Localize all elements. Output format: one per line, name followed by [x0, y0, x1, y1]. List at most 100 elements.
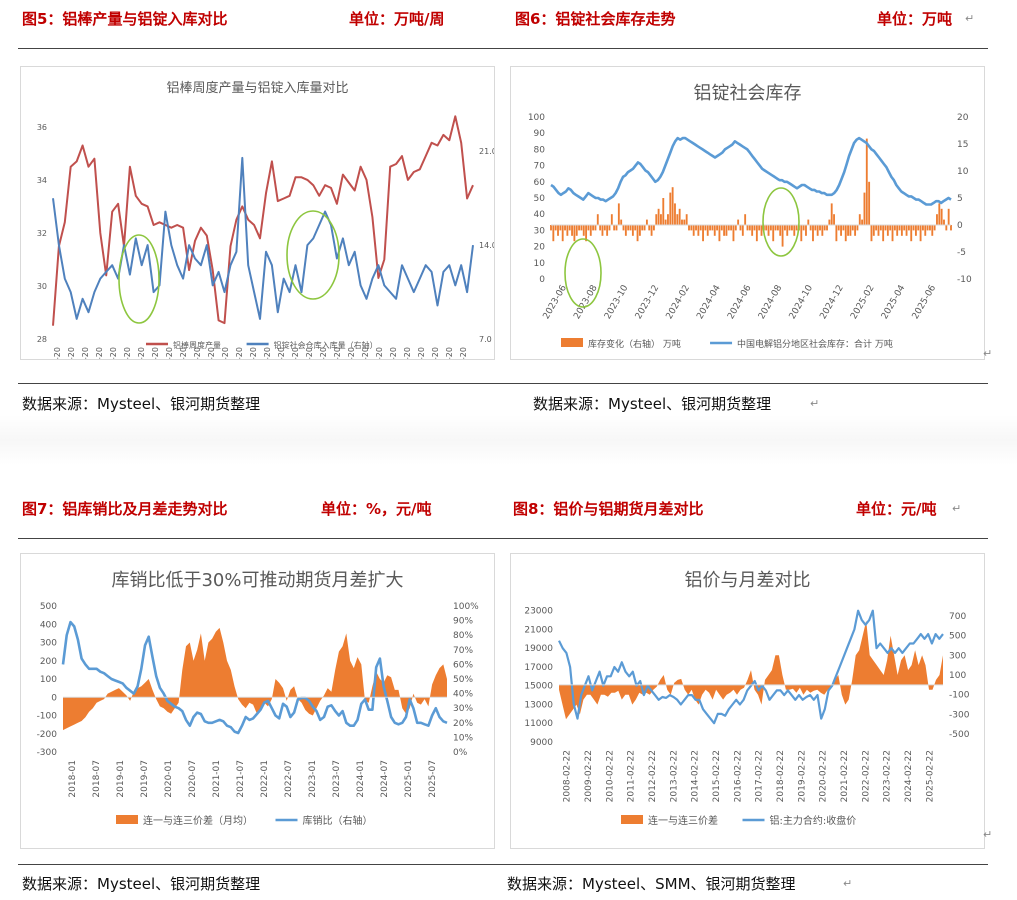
x-tick-label: 2025-02-20 — [389, 347, 398, 359]
paragraph-mark: ↵ — [952, 502, 962, 515]
x-tick-label: 2024-11-20 — [347, 347, 356, 359]
bar — [613, 225, 616, 231]
highlight-circle — [762, 187, 800, 257]
bar — [933, 225, 936, 231]
bar — [655, 214, 658, 225]
legend-swatch — [561, 338, 583, 347]
bar — [776, 225, 779, 231]
highlight-circle — [118, 234, 160, 324]
bar — [718, 225, 721, 242]
bar — [882, 225, 885, 242]
bar — [828, 219, 831, 225]
fig6-unit: 单位：万吨 — [877, 10, 953, 28]
legend-label: 铝锭社会仓库入库量（右轴） — [274, 340, 378, 350]
bar — [709, 225, 711, 231]
x-tick-label: 2021-01 — [212, 760, 222, 798]
fig8-chart-title: 铝价与月差对比 — [684, 570, 811, 591]
y-left-tick-label: 21000 — [524, 625, 553, 635]
bar — [781, 225, 784, 247]
x-tick-label: 2024-10-20 — [333, 347, 342, 359]
bar — [631, 225, 634, 236]
bar — [667, 214, 669, 225]
x-tick-label: 2024-07 — [380, 760, 390, 798]
bar — [893, 225, 896, 231]
y-left-tick-label: 9000 — [530, 738, 553, 748]
bar — [594, 225, 597, 231]
fig6-title: 图6：铝锭社会库存走势 — [515, 10, 676, 28]
bar — [711, 225, 714, 231]
y-right-tick-label: 5 — [957, 194, 963, 204]
bar — [554, 225, 557, 231]
bar — [903, 225, 906, 231]
bar — [573, 225, 576, 242]
x-tick-label: 2013-02-22 — [669, 750, 679, 802]
bar — [912, 225, 915, 231]
legend-label: 库存变化（右轴） 万吨 — [588, 338, 681, 350]
legend-label: 中国电解铝分地区社会库存：合计 万吨 — [737, 338, 893, 350]
bar — [919, 225, 922, 242]
bar — [692, 225, 695, 236]
bar — [898, 225, 901, 231]
bar — [648, 225, 651, 231]
y-right-tick-label: 0 — [957, 221, 963, 231]
bar — [865, 138, 868, 225]
bar — [688, 225, 690, 231]
y-right-tick-label: 50% — [453, 675, 473, 685]
y-right-tick-label: -100 — [949, 691, 970, 701]
bar — [585, 225, 588, 242]
bar — [676, 214, 679, 225]
x-tick-label: 2025-05-20 — [431, 347, 440, 359]
bar — [819, 225, 821, 231]
y-left-tick-label: 0 — [539, 275, 545, 285]
bar — [914, 225, 917, 236]
y-right-tick-label: 15 — [957, 140, 968, 150]
page-break-band — [0, 415, 1017, 465]
bar — [706, 225, 709, 236]
x-tick-label: 2023-08 — [572, 283, 600, 321]
bar — [765, 225, 768, 231]
fig8-chart: 23000 21000 19000 17000 15000 13000 11000 9000 7… — [524, 607, 970, 827]
bar — [566, 225, 569, 236]
bar — [617, 203, 620, 225]
bar — [559, 225, 562, 231]
bar — [879, 225, 882, 231]
x-tick-label: 2024-01 — [356, 760, 366, 798]
bar — [552, 225, 555, 242]
y-right-tick-label: 700 — [949, 612, 966, 622]
line-series — [61, 620, 448, 735]
y-left-tick-label: 10 — [534, 259, 546, 269]
bar — [842, 225, 845, 231]
fig5-panel: 铝棒周度产量与铝锭入库量对比 28 30 32 34 36 7.0 14.0 21.0 2023… — [20, 66, 495, 360]
bar — [641, 225, 644, 231]
bar — [571, 225, 573, 236]
y-left-tick-label: 17000 — [524, 663, 553, 673]
x-tick-label: 2023-12 — [634, 284, 661, 322]
y-right-tick-label: 10 — [957, 167, 969, 177]
x-tick-label: 2025-04-20 — [417, 347, 426, 359]
bar — [697, 225, 700, 236]
fig5-chart: 28 30 32 34 36 7.0 14.0 21.0 2023-02-20 2023-03-2… — [37, 115, 494, 359]
y-right-tick-label: 40% — [453, 690, 473, 700]
bar — [681, 219, 683, 225]
bar — [737, 219, 740, 225]
bar — [568, 225, 571, 231]
bar — [657, 208, 660, 225]
x-tick-label: 2020-07 — [188, 760, 198, 798]
bar — [578, 225, 581, 231]
bar — [652, 225, 655, 231]
line-series — [52, 156, 474, 320]
y-left-tick-label: 30 — [534, 226, 546, 236]
source-text: 数据来源：Mysteel、银河期货整理 — [22, 395, 261, 413]
x-tick-label: 2023-10-20 — [165, 347, 174, 359]
bar — [769, 225, 772, 231]
y-left-tick-label: 500 — [40, 602, 57, 612]
y-left-tick-label: 300 — [40, 639, 57, 649]
x-tick-label: 2011-02-22 — [627, 750, 637, 802]
x-tick-label: 2024-08-20 — [305, 347, 314, 359]
y-left-tick-label: 23000 — [524, 607, 553, 617]
paragraph-mark: ↵ — [965, 12, 975, 25]
area-series — [559, 620, 943, 720]
bar — [795, 225, 798, 231]
bar — [702, 225, 704, 242]
fig6-chart-title: 铝锭社会库存 — [693, 83, 802, 104]
